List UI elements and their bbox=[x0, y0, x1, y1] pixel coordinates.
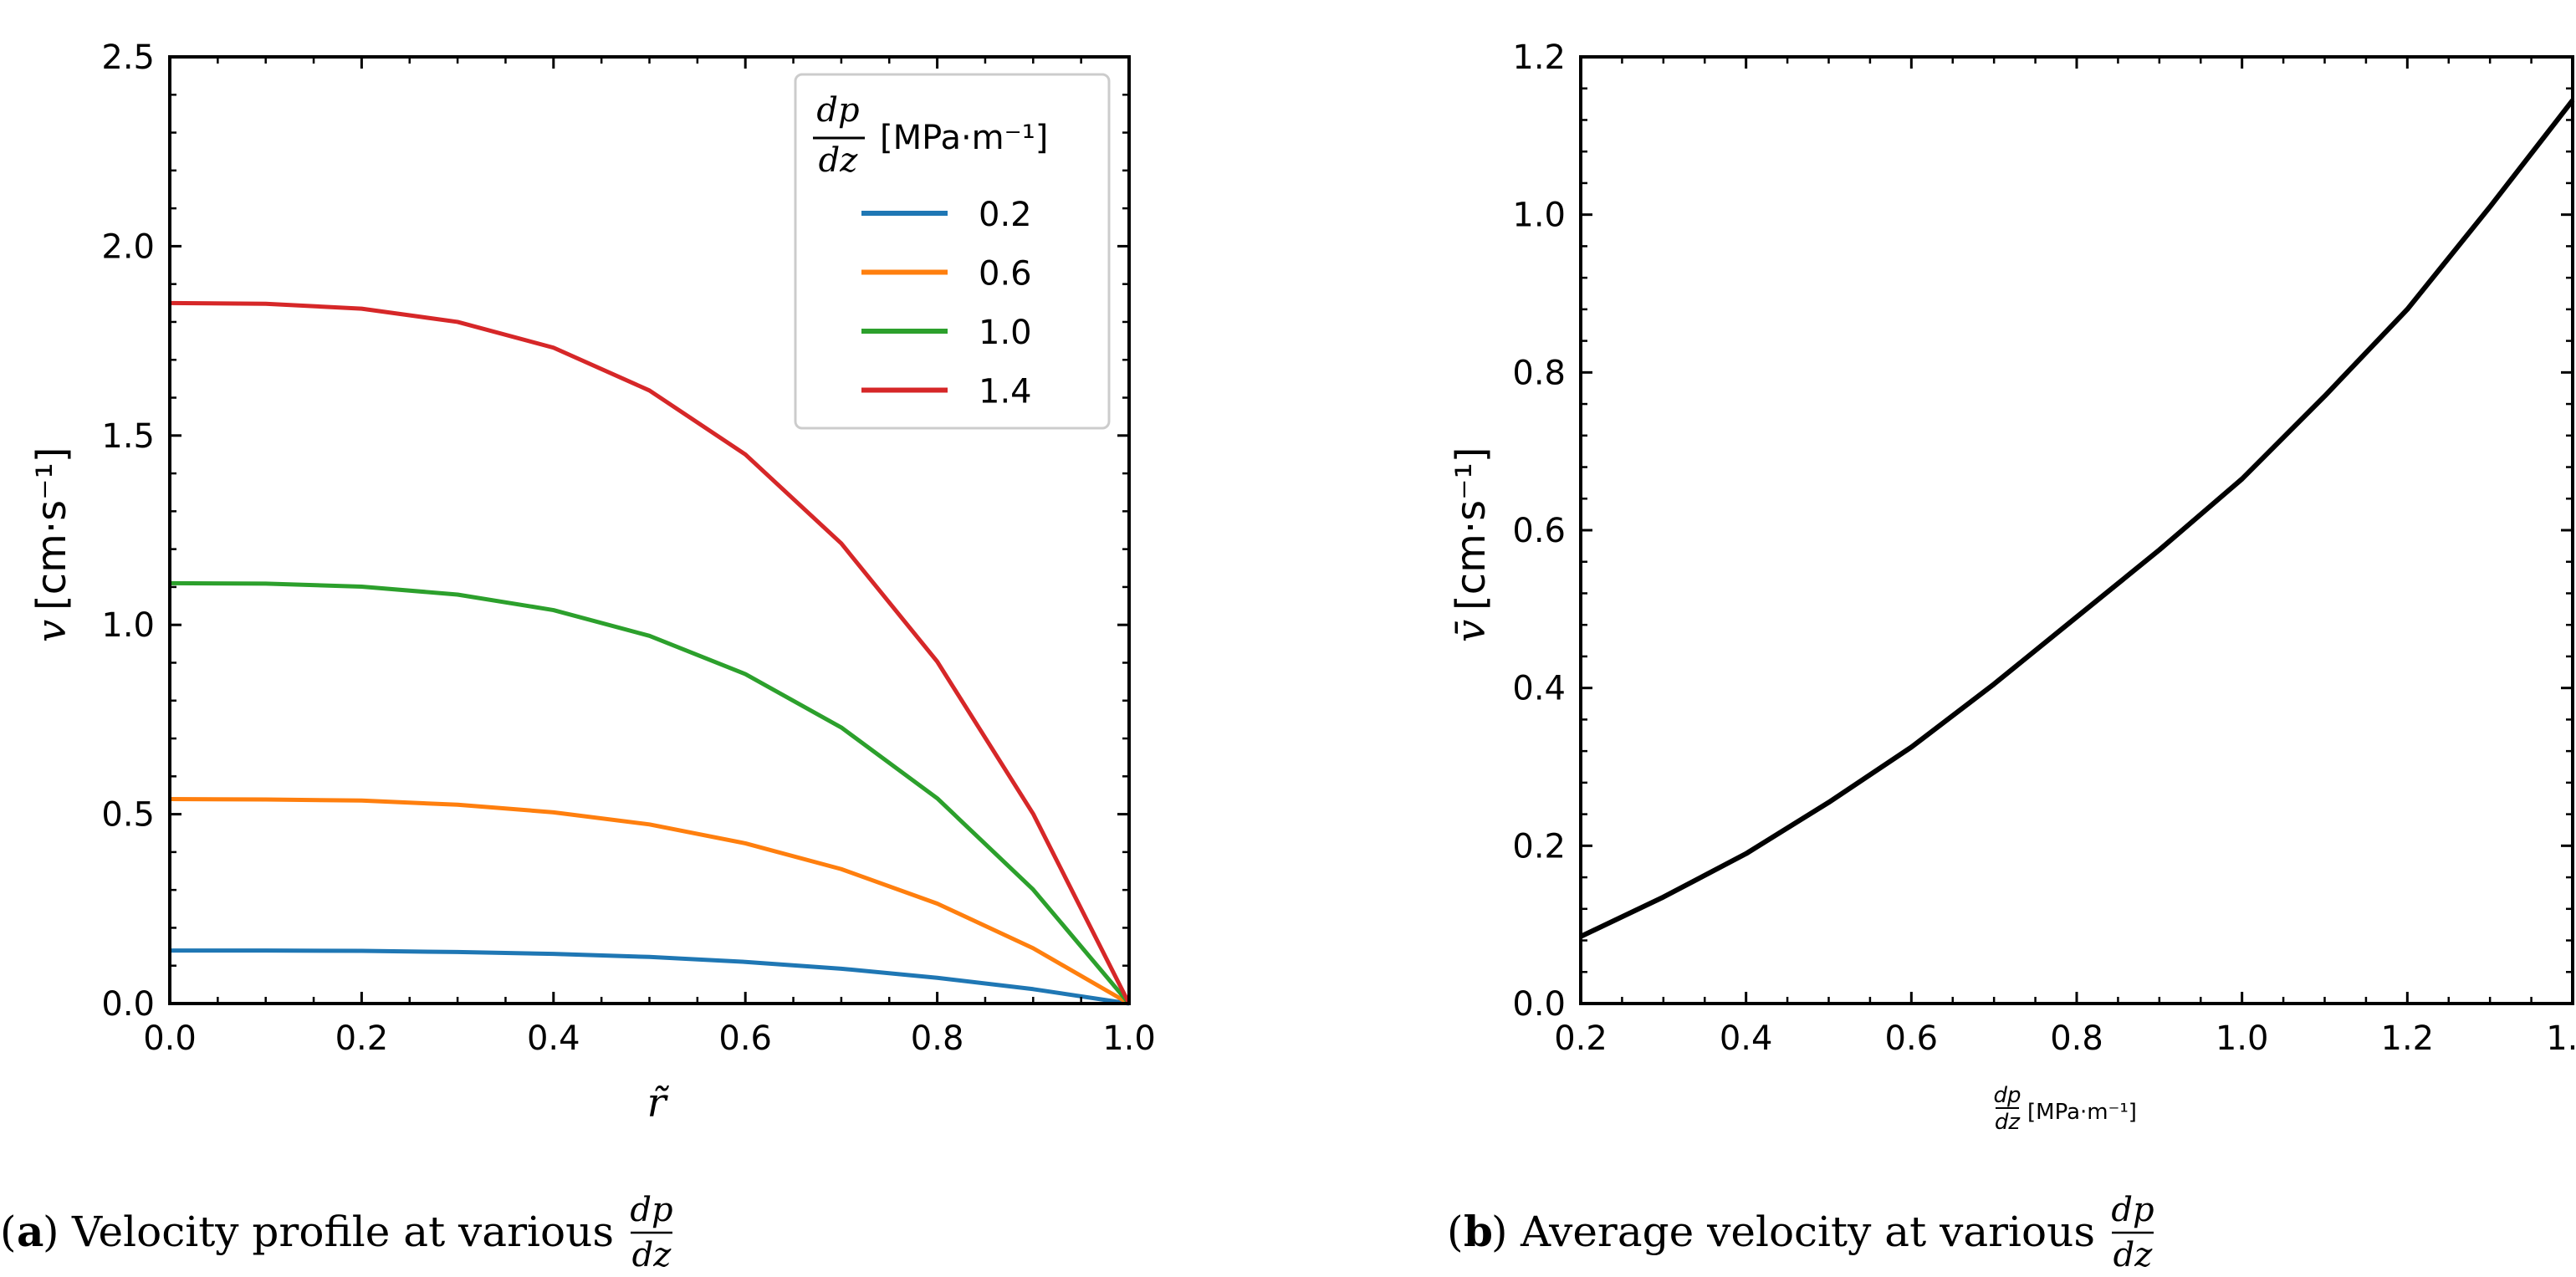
caption-b-open-paren: ( bbox=[1447, 1208, 1464, 1256]
series-line-0.2 bbox=[170, 948, 1130, 1006]
y-tick-label: 0.2 bbox=[1512, 827, 1566, 866]
legend-title-unit: [MPa·m⁻¹] bbox=[880, 119, 1048, 157]
series-line-average-velocity bbox=[1579, 99, 2575, 939]
x-tick-label: 0.2 bbox=[335, 1019, 389, 1058]
legend-label: 1.0 bbox=[979, 314, 1032, 352]
average-velocity-plot: 0.20.40.60.81.01.21.40.00.20.40.60.81.01… bbox=[1512, 38, 2576, 1058]
caption-a-letter: a bbox=[17, 1207, 43, 1256]
x-axis-label-b-num: dp bbox=[1993, 1083, 2021, 1108]
series-line-1.0 bbox=[169, 580, 1131, 1005]
legend-title-num: dp bbox=[816, 91, 859, 130]
x-tick-label: 0.8 bbox=[911, 1019, 964, 1058]
y-axis-label-a-unit: [cm·s⁻¹] bbox=[28, 447, 75, 610]
svg-text:dz: dz bbox=[632, 1236, 672, 1274]
legend-label: 1.4 bbox=[979, 373, 1032, 411]
x-axis-label-b-unit: [MPa·m⁻¹] bbox=[2027, 1100, 2137, 1125]
x-tick-label: 1.0 bbox=[1102, 1019, 1156, 1058]
y-axis-label-b-unit: [cm·s⁻¹] bbox=[1448, 447, 1495, 610]
x-axis-label-b-den: dz bbox=[1995, 1110, 2021, 1135]
y-axis-label-b-var: v̄ bbox=[1448, 620, 1495, 642]
legend-label: 0.6 bbox=[979, 255, 1032, 294]
x-tick-label: 0.4 bbox=[1720, 1019, 1773, 1058]
legend-title-den: dz bbox=[819, 141, 859, 180]
caption-a: ( a ) Velocity profile at various dp dz bbox=[0, 1191, 673, 1274]
caption-a-fraction: dp dz bbox=[630, 1191, 672, 1274]
svg-text:dp: dp bbox=[2111, 1191, 2154, 1229]
y-tick-label: 0.0 bbox=[101, 985, 155, 1024]
caption-b-text: Average velocity at various bbox=[1520, 1208, 2095, 1256]
y-tick-label: 0.5 bbox=[101, 796, 155, 835]
x-tick-label: 0.8 bbox=[2050, 1019, 2103, 1058]
y-tick-label: 0.4 bbox=[1512, 670, 1566, 708]
x-axis-label-a: r̃ bbox=[647, 1080, 670, 1126]
x-tick-label: 0.6 bbox=[718, 1019, 772, 1058]
x-tick-label: 1.0 bbox=[2216, 1019, 2269, 1058]
caption-a-text: Velocity profile at various bbox=[71, 1208, 614, 1256]
y-tick-label: 1.2 bbox=[1512, 38, 1566, 77]
x-tick-label: 0.0 bbox=[143, 1019, 197, 1058]
series-line-0.6 bbox=[169, 796, 1131, 1006]
legend-label: 0.2 bbox=[979, 196, 1032, 234]
legend: dp dz [MPa·m⁻¹] 0.2 0.6 1.0 1.4 bbox=[794, 73, 1111, 430]
y-tick-label: 1.0 bbox=[101, 606, 155, 645]
x-tick-label: 1.2 bbox=[2381, 1019, 2435, 1058]
caption-b-fraction: dp dz bbox=[2111, 1191, 2154, 1274]
y-tick-label: 2.5 bbox=[101, 38, 155, 77]
x-axis-label-b: dp dz [MPa·m⁻¹] bbox=[1993, 1083, 2136, 1135]
caption-a-open-paren: ( bbox=[0, 1208, 17, 1256]
y-axis-label-a-var: v bbox=[28, 620, 75, 642]
caption-a-close-paren: ) bbox=[43, 1208, 59, 1256]
y-tick-label: 0.8 bbox=[1512, 354, 1566, 392]
svg-text:dp: dp bbox=[630, 1191, 672, 1229]
caption-b-letter: b bbox=[1464, 1207, 1493, 1256]
caption-b-close-paren: ) bbox=[1491, 1208, 1508, 1256]
y-tick-label: 0.6 bbox=[1512, 512, 1566, 550]
y-tick-label: 0.0 bbox=[1512, 985, 1566, 1024]
caption-b: ( b ) Average velocity at various dp dz bbox=[1447, 1191, 2154, 1274]
y-tick-label: 2.0 bbox=[101, 227, 155, 266]
y-tick-label: 1.0 bbox=[1512, 197, 1566, 235]
x-tick-label: 0.4 bbox=[527, 1019, 580, 1058]
velocity-profile-plot: 0.0 0.2 0.4 0.6 0.8 1.0 0.0 0.5 1.0 1.5 2.0 2.5 bbox=[101, 38, 1155, 1058]
x-tick-label: 0.2 bbox=[1554, 1019, 1607, 1058]
svg-text:dz: dz bbox=[2113, 1236, 2154, 1274]
x-tick-label: 0.6 bbox=[1885, 1019, 1939, 1058]
y-tick-label: 1.5 bbox=[101, 417, 155, 456]
x-tick-label: 1.4 bbox=[2546, 1019, 2576, 1058]
series-line-1.4 bbox=[169, 300, 1132, 1005]
